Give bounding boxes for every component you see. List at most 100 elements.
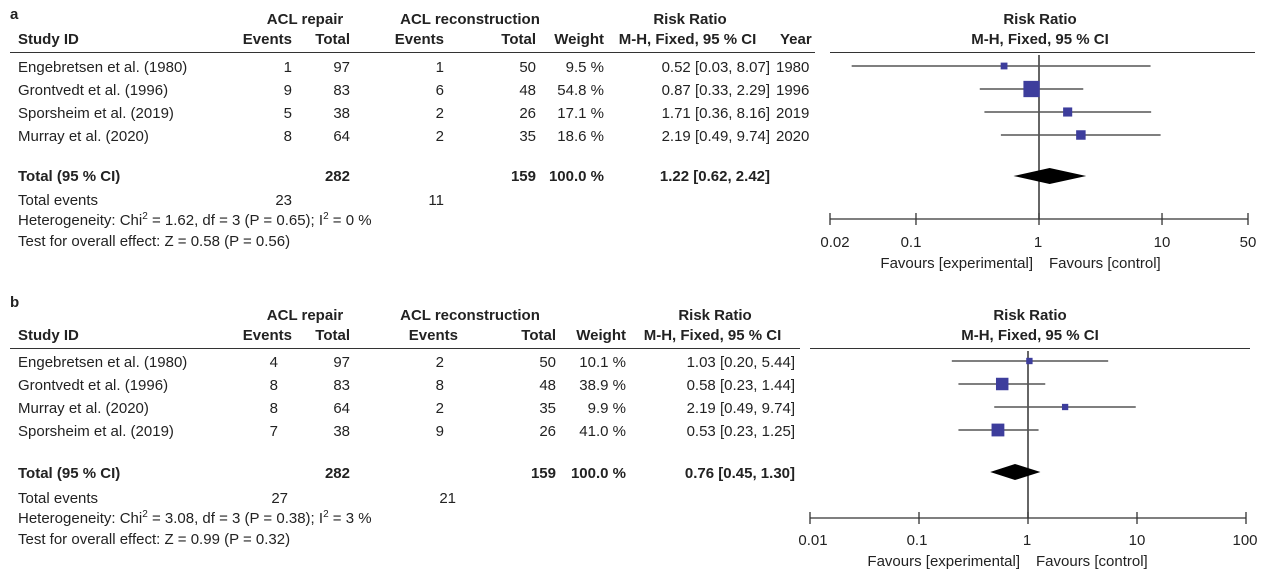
plot-method: M-H, Fixed, 95 % CI (961, 327, 1099, 344)
study-name: Sporsheim et al. (2019) (18, 105, 174, 122)
risk-ratio-ci: 2.19 [0.49, 9.74] (661, 128, 770, 145)
risk-ratio-ci: 0.53 [0.23, 1.25] (686, 423, 795, 440)
events-2: 2 (435, 105, 444, 122)
tick-label: 50 (1239, 234, 1257, 251)
tick-label: 0.1 (906, 532, 928, 549)
events-1: 7 (269, 423, 278, 440)
year: 2020 (776, 128, 810, 145)
panel-label: b (10, 294, 20, 311)
total-events-1: 27 (271, 490, 288, 507)
panel-label: a (10, 6, 19, 23)
total-1: 97 (333, 354, 350, 371)
weight: 9.9 % (587, 400, 626, 417)
weight: 100.0 % (570, 465, 626, 482)
risk-ratio-ci: 1.71 [0.36, 8.16] (661, 105, 770, 122)
study-name: Grontvedt et al. (1996) (18, 82, 169, 99)
events-1: 8 (269, 377, 278, 394)
weight-header: Weight (576, 327, 626, 344)
total-header: Total (521, 327, 556, 344)
events-1: 5 (283, 105, 292, 122)
total-2: 26 (539, 423, 556, 440)
total-2: 50 (539, 354, 556, 371)
forest-plot-a (829, 55, 1249, 225)
weight-header: Weight (554, 31, 604, 48)
risk-ratio-ci: 1.22 [0.62, 2.42] (659, 168, 770, 185)
rr-header: Risk Ratio (678, 307, 752, 324)
study-marker (1000, 62, 1008, 70)
heterogeneity: Heterogeneity: Chi2 = 3.08, df = 3 (P = … (18, 509, 372, 528)
year: 1996 (776, 82, 810, 99)
heterogeneity: Heterogeneity: Chi2 = 1.62, df = 3 (P = … (18, 211, 372, 230)
weight: 38.9 % (579, 377, 626, 394)
weight: 54.8 % (557, 82, 604, 99)
favours-experimental: Favours [experimental] (880, 255, 1033, 272)
study-name: Murray et al. (2020) (18, 128, 149, 145)
favours-experimental: Favours [experimental] (867, 553, 1020, 570)
total-header: Total (315, 327, 350, 344)
total-label: Total (95 % CI) (18, 465, 121, 482)
study-name: Grontvedt et al. (1996) (18, 377, 169, 394)
study-marker (1063, 107, 1073, 117)
study-marker (991, 423, 1005, 437)
study-marker (1023, 80, 1040, 98)
study-name: Sporsheim et al. (2019) (18, 423, 174, 440)
plot-method: M-H, Fixed, 95 % CI (971, 31, 1109, 48)
favours-control: Favours [control] (1036, 553, 1148, 570)
total-2: 159 (510, 168, 536, 185)
pooled-diamond (1013, 168, 1087, 184)
tick-label: 1 (1033, 234, 1043, 251)
rr-header: Risk Ratio (653, 11, 727, 28)
risk-ratio-ci: 1.03 [0.20, 5.44] (686, 354, 795, 371)
tick-label: 0.02 (820, 234, 850, 251)
total-header: Total (315, 31, 350, 48)
events-header: Events (394, 31, 444, 48)
pooled-diamond (990, 464, 1041, 480)
events-2: 2 (435, 400, 444, 417)
events-1: 8 (283, 128, 292, 145)
risk-ratio-ci: 0.87 [0.33, 2.29] (661, 82, 770, 99)
plot-title: Risk Ratio (1003, 11, 1077, 28)
study-name: Engebretsen et al. (1980) (18, 59, 188, 76)
tick-label: 100 (1232, 532, 1258, 549)
risk-ratio-ci: 0.76 [0.45, 1.30] (684, 465, 795, 482)
risk-ratio-ci: 0.58 [0.23, 1.44] (686, 377, 795, 394)
total-events-1: 23 (275, 192, 292, 209)
study-name: Murray et al. (2020) (18, 400, 149, 417)
group2-header: ACL reconstruction (400, 307, 540, 324)
events-header: Events (242, 327, 292, 344)
plot-title: Risk Ratio (993, 307, 1067, 324)
method-header: M-H, Fixed, 95 % CI (618, 31, 757, 48)
total-label: Total (95 % CI) (18, 168, 121, 185)
study-marker (1076, 130, 1086, 140)
weight: 17.1 % (557, 105, 604, 122)
favours-control: Favours [control] (1049, 255, 1161, 272)
events-1: 9 (283, 82, 292, 99)
total-2: 26 (519, 105, 536, 122)
group1-header: ACL repair (266, 11, 344, 28)
events-1: 8 (269, 400, 278, 417)
total-2: 35 (539, 400, 556, 417)
header-rule (10, 348, 800, 349)
total-1: 64 (333, 128, 350, 145)
study-header: Study ID (18, 327, 79, 344)
total-2: 159 (530, 465, 556, 482)
weight: 10.1 % (579, 354, 626, 371)
group1-header: ACL repair (266, 307, 344, 324)
weight: 41.0 % (579, 423, 626, 440)
study-marker (1026, 357, 1033, 365)
tick-label: 1 (1022, 532, 1032, 549)
study-header: Study ID (18, 31, 79, 48)
events-header: Events (408, 327, 458, 344)
events-2: 6 (435, 82, 444, 99)
tick-label: 10 (1153, 234, 1171, 251)
total-1: 282 (324, 465, 350, 482)
events-1: 1 (283, 59, 292, 76)
events-2: 1 (435, 59, 444, 76)
total-1: 38 (333, 105, 350, 122)
year: 1980 (776, 59, 810, 76)
study-marker (1061, 403, 1069, 411)
overall-effect: Test for overall effect: Z = 0.58 (P = 0… (18, 233, 291, 250)
total-1: 282 (324, 168, 350, 185)
group2-header: ACL reconstruction (400, 11, 540, 28)
